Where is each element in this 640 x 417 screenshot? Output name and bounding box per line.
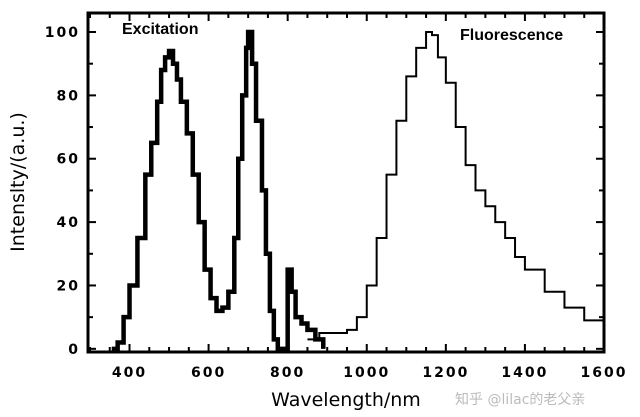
x-tick-label: 800: [270, 365, 305, 381]
series-excitation: [111, 29, 326, 352]
x-tick-label: 1200: [422, 365, 469, 381]
x-tick-label: 400: [112, 365, 147, 381]
y-tick-label: 40: [57, 215, 80, 231]
series-fluorescence: [307, 31, 605, 341]
x-axis-label: Wavelength/nm: [271, 389, 421, 411]
x-tick-label: 1400: [501, 365, 548, 381]
y-tick-label: 0: [68, 342, 80, 358]
y-axis-label: Intenslty/(a.u.): [7, 112, 29, 252]
y-tick-label: 20: [57, 278, 80, 294]
watermark: 知乎 @lilac的老父亲: [455, 391, 585, 408]
x-tick-label: 1600: [581, 365, 628, 381]
x-tick-label: 600: [191, 365, 226, 381]
y-tick-label: 100: [45, 25, 80, 41]
annotation-fluorescence: Fluorescence: [460, 27, 563, 44]
x-tick-label: 1000: [343, 365, 390, 381]
y-tick-label: 80: [57, 88, 80, 104]
y-tick-label: 60: [57, 152, 80, 168]
annotation-excitation: Excitation: [122, 21, 198, 38]
